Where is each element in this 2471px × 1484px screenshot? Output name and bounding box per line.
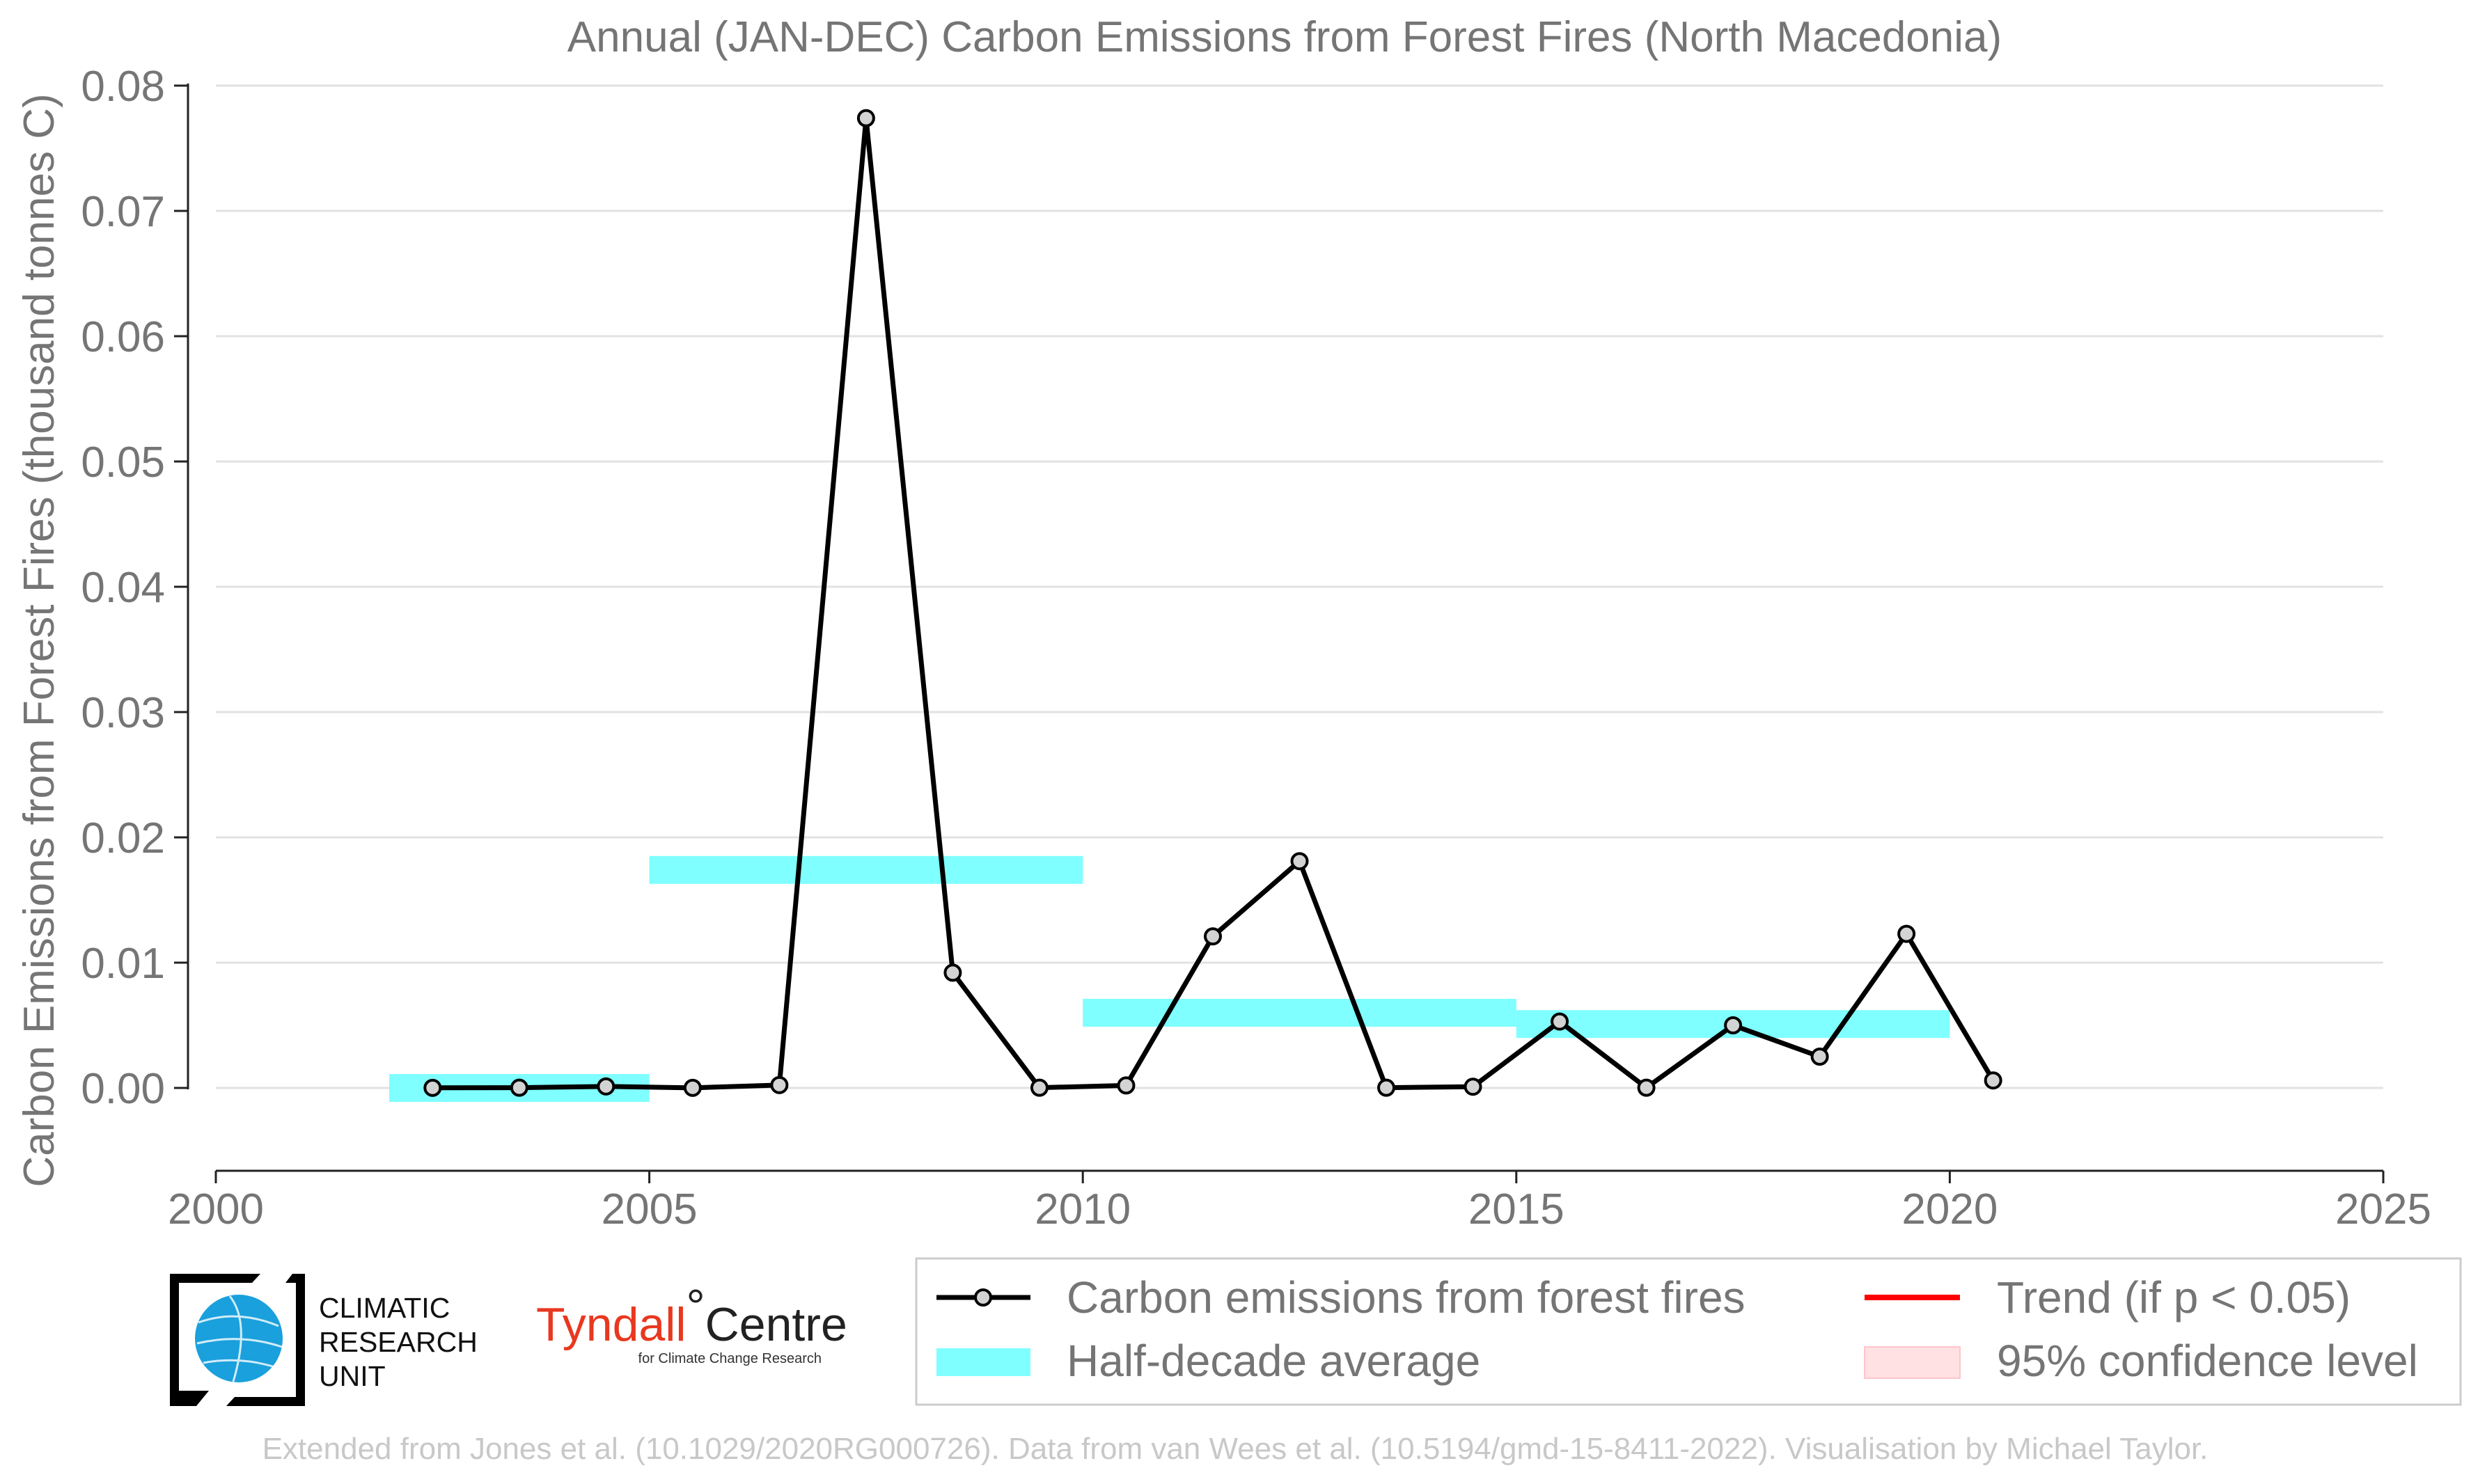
x-tick-label: 2010	[1035, 1185, 1131, 1233]
emissions-point	[856, 109, 875, 127]
x-tick-label: 2015	[1468, 1185, 1564, 1233]
y-tick-label: 0.05	[81, 439, 165, 487]
emissions-point	[1464, 1078, 1482, 1096]
x-tick-label: 2000	[168, 1185, 264, 1233]
legend-label-emissions: Carbon emissions from forest fires	[1067, 1272, 1746, 1323]
legend: Carbon emissions from forest fires Half-…	[915, 1257, 2462, 1406]
y-tick-label: 0.07	[81, 188, 165, 236]
legend-swatch-half-decade	[936, 1348, 1030, 1376]
cru-globe-lines	[196, 1295, 283, 1382]
emissions-series	[423, 109, 2002, 1097]
emissions-point	[1810, 1048, 1829, 1066]
half-decade-bar	[1083, 999, 1516, 1027]
y-tick-label: 0.03	[81, 689, 165, 737]
legend-label-confidence: 95% confidence level	[1997, 1336, 2418, 1386]
emissions-point	[683, 1078, 702, 1097]
x-tick-label: 2025	[2335, 1185, 2431, 1233]
y-tick-label: 0.00	[81, 1065, 165, 1113]
emissions-point	[423, 1078, 442, 1097]
footer-attribution: Extended from Jones et al. (10.1029/2020…	[262, 1432, 2209, 1466]
cru-logo: CLIMATIC RESEARCH UNIT	[170, 1274, 478, 1406]
y-tick-label: 0.04	[81, 564, 165, 612]
x-ticks: 2000 2005 2010 2015 2020 2025	[168, 1171, 2431, 1233]
y-tick-label: 0.06	[81, 313, 165, 361]
cru-logo-frame	[170, 1274, 260, 1406]
tyndall-logo-name: Tyndall°Centre	[536, 1280, 847, 1351]
emissions-point	[943, 963, 962, 982]
emissions-point	[1724, 1016, 1743, 1034]
half-decade-bar	[649, 855, 1083, 884]
emissions-point	[1551, 1012, 1569, 1031]
emissions-point	[1117, 1076, 1136, 1095]
legend-swatch-confidence	[1864, 1346, 1961, 1379]
cru-logo-frame-right	[226, 1274, 305, 1406]
grid-lines	[216, 84, 2383, 1089]
emissions-point	[1637, 1078, 1656, 1097]
emissions-point	[597, 1077, 615, 1096]
y-tick-label: 0.01	[81, 940, 165, 988]
emissions-point	[1377, 1078, 1396, 1097]
emissions-point	[770, 1075, 789, 1094]
x-tick-label: 2020	[1901, 1185, 1998, 1233]
y-tick-label: 0.02	[81, 814, 165, 862]
cru-logo-line3: UNIT	[319, 1360, 386, 1392]
chart-title: Annual (JAN-DEC) Carbon Emissions from F…	[567, 13, 2002, 61]
y-ticks: 0.00 0.01 0.02 0.03 0.04 0.05 0.06 0.07 0.08	[81, 63, 188, 1113]
tyndall-logo: Tyndall°Centre for Climate Change Resear…	[536, 1280, 847, 1366]
emissions-point	[1897, 924, 1916, 943]
emissions-point	[510, 1078, 528, 1097]
cru-logo-line1: CLIMATIC	[319, 1292, 450, 1324]
tyndall-logo-sub: for Climate Change Research	[638, 1351, 822, 1366]
legend-label-trend: Trend (if p < 0.05)	[1997, 1272, 2351, 1323]
emissions-point	[1030, 1078, 1049, 1097]
y-tick-label: 0.08	[81, 63, 165, 111]
cru-logo-line2: RESEARCH	[319, 1326, 478, 1358]
emissions-point	[1203, 927, 1222, 946]
y-axis-label: Carbon Emissions from Forest Fires (thou…	[15, 93, 63, 1187]
emissions-point	[1290, 852, 1309, 871]
emissions-point	[1984, 1071, 2002, 1090]
x-tick-label: 2005	[602, 1185, 698, 1233]
half-decade-average-bands	[389, 855, 1950, 1102]
legend-marker-emissions	[974, 1288, 992, 1307]
legend-label-half-decade: Half-decade average	[1067, 1336, 1480, 1386]
legend-box	[915, 1257, 2462, 1406]
